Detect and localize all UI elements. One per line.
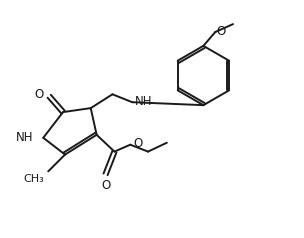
- Text: O: O: [34, 88, 43, 101]
- Text: O: O: [133, 137, 143, 150]
- Text: O: O: [216, 25, 226, 38]
- Text: O: O: [101, 179, 110, 192]
- Text: NH: NH: [135, 95, 153, 108]
- Text: NH: NH: [16, 131, 33, 144]
- Text: CH₃: CH₃: [23, 174, 44, 184]
